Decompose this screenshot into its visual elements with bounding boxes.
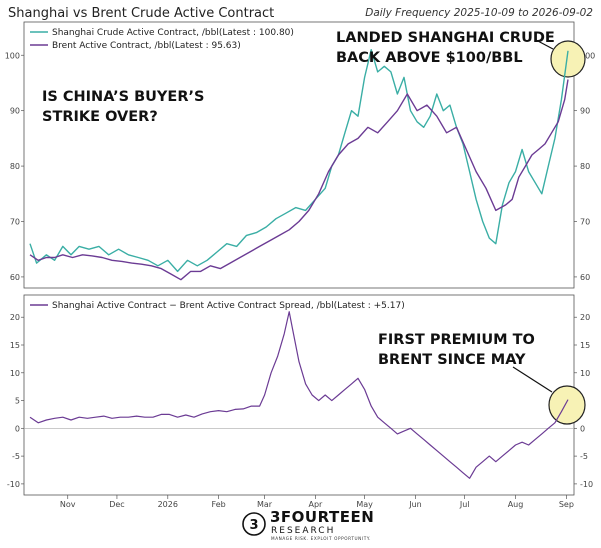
top-ytick-label-left: 70 [10,218,20,227]
bottom-ytick-label-right: 15 [580,341,590,350]
legend-label-brent: Brent Active Contract, /bbl(Latest : 95.… [52,41,241,51]
series-line-spread [29,311,569,479]
logo-mark-glyph: 3 [249,518,258,533]
top-ytick-label-right: 60 [580,273,590,282]
top-ytick-label-left: 80 [10,162,20,171]
bottom-ytick-label-left: 0 [15,424,20,433]
top-ytick-label-right: 70 [580,218,590,227]
top-panel-frame [23,21,575,289]
logo-sub: RESEARCH [271,526,335,536]
logo-tagline: MANAGE RISK. EXPLOIT OPPORTUNITY. [271,536,371,541]
xtick-label: Sep [559,500,574,509]
arrow-top [535,39,554,50]
legend-label-shanghai: Shanghai Crude Active Contract, /bbl(Lat… [52,28,294,38]
bottom-ytick-label-right: 0 [580,424,585,433]
bottom-ytick-label-left: -5 [12,452,20,461]
bottom-ytick-label-right: -5 [580,452,588,461]
top-ytick-label-right: 90 [580,107,590,116]
series-line-shanghai [29,49,569,273]
xtick-label: 2026 [158,500,178,509]
brand-logo: 3 3FOURTEEN RESEARCH MANAGE RISK. EXPLOI… [242,508,374,541]
annotation-question-line2: STRIKE OVER? [42,109,158,125]
logo-mark-icon [242,512,266,536]
annotation-premium-line1: FIRST PREMIUM TO [378,332,535,348]
series-line-brent [29,79,569,281]
top-legend: Shanghai Crude Active Contract, /bbl(Lat… [30,28,294,51]
xtick-label: Nov [60,500,76,509]
xtick-label: Apr [308,500,323,509]
bottom-ytick-label-left: 15 [10,341,20,350]
xtick-label: Mar [257,500,273,509]
xtick-label: Feb [212,500,226,509]
bottom-ytick-label-left: 20 [10,313,20,322]
bottom-ytick-label-right: 20 [580,313,590,322]
xtick-label: Jul [459,500,470,509]
highlight-circle-bottom [548,385,586,425]
xtick-label: Dec [109,500,124,509]
top-ytick-label-left: 100 [5,51,20,60]
top-ytick-label-right: 80 [580,162,590,171]
top-ytick-label-right: 100 [580,51,595,60]
annotation-premium-line2: BRENT SINCE MAY [378,352,526,368]
highlight-circle-top [550,40,586,78]
chart-title: Shanghai vs Brent Crude Active Contract [8,6,275,21]
bottom-legend: Shanghai Active Contract − Brent Active … [30,301,405,311]
bottom-ytick-label-left: 5 [15,397,20,406]
bottom-panel-frame [23,294,575,496]
annotation-landed-line1: LANDED SHANGHAI CRUDE [336,30,555,46]
bottom-ytick-label-right: 10 [580,369,590,378]
legend-label-spread: Shanghai Active Contract − Brent Active … [52,301,405,311]
annotation-question-line1: IS CHINA’S BUYER’S [42,89,204,105]
top-y-ticks: 60 60 70 70 80 80 90 90 100 100 [5,51,596,282]
xtick-label: May [356,500,373,509]
logo-word: 3FOURTEEN [270,508,374,526]
top-ytick-label-left: 60 [10,273,20,282]
bottom-ytick-label-right: -10 [580,480,593,489]
xtick-label: Aug [508,500,524,509]
bottom-ytick-label-left: -10 [7,480,20,489]
top-ytick-label-left: 90 [10,107,20,116]
chart-subtitle: Daily Frequency 2025-10-09 to 2026-09-02 [365,7,593,19]
bottom-ytick-label-left: 10 [10,369,20,378]
bottom-x-ticks: Nov Dec 2026 Feb Mar Apr May Jun Jul Aug Sep [60,495,574,509]
xtick-label: Jun [408,500,422,509]
annotation-landed-line2: BACK ABOVE $100/BBL [336,50,523,66]
arrow-bottom [512,366,553,393]
